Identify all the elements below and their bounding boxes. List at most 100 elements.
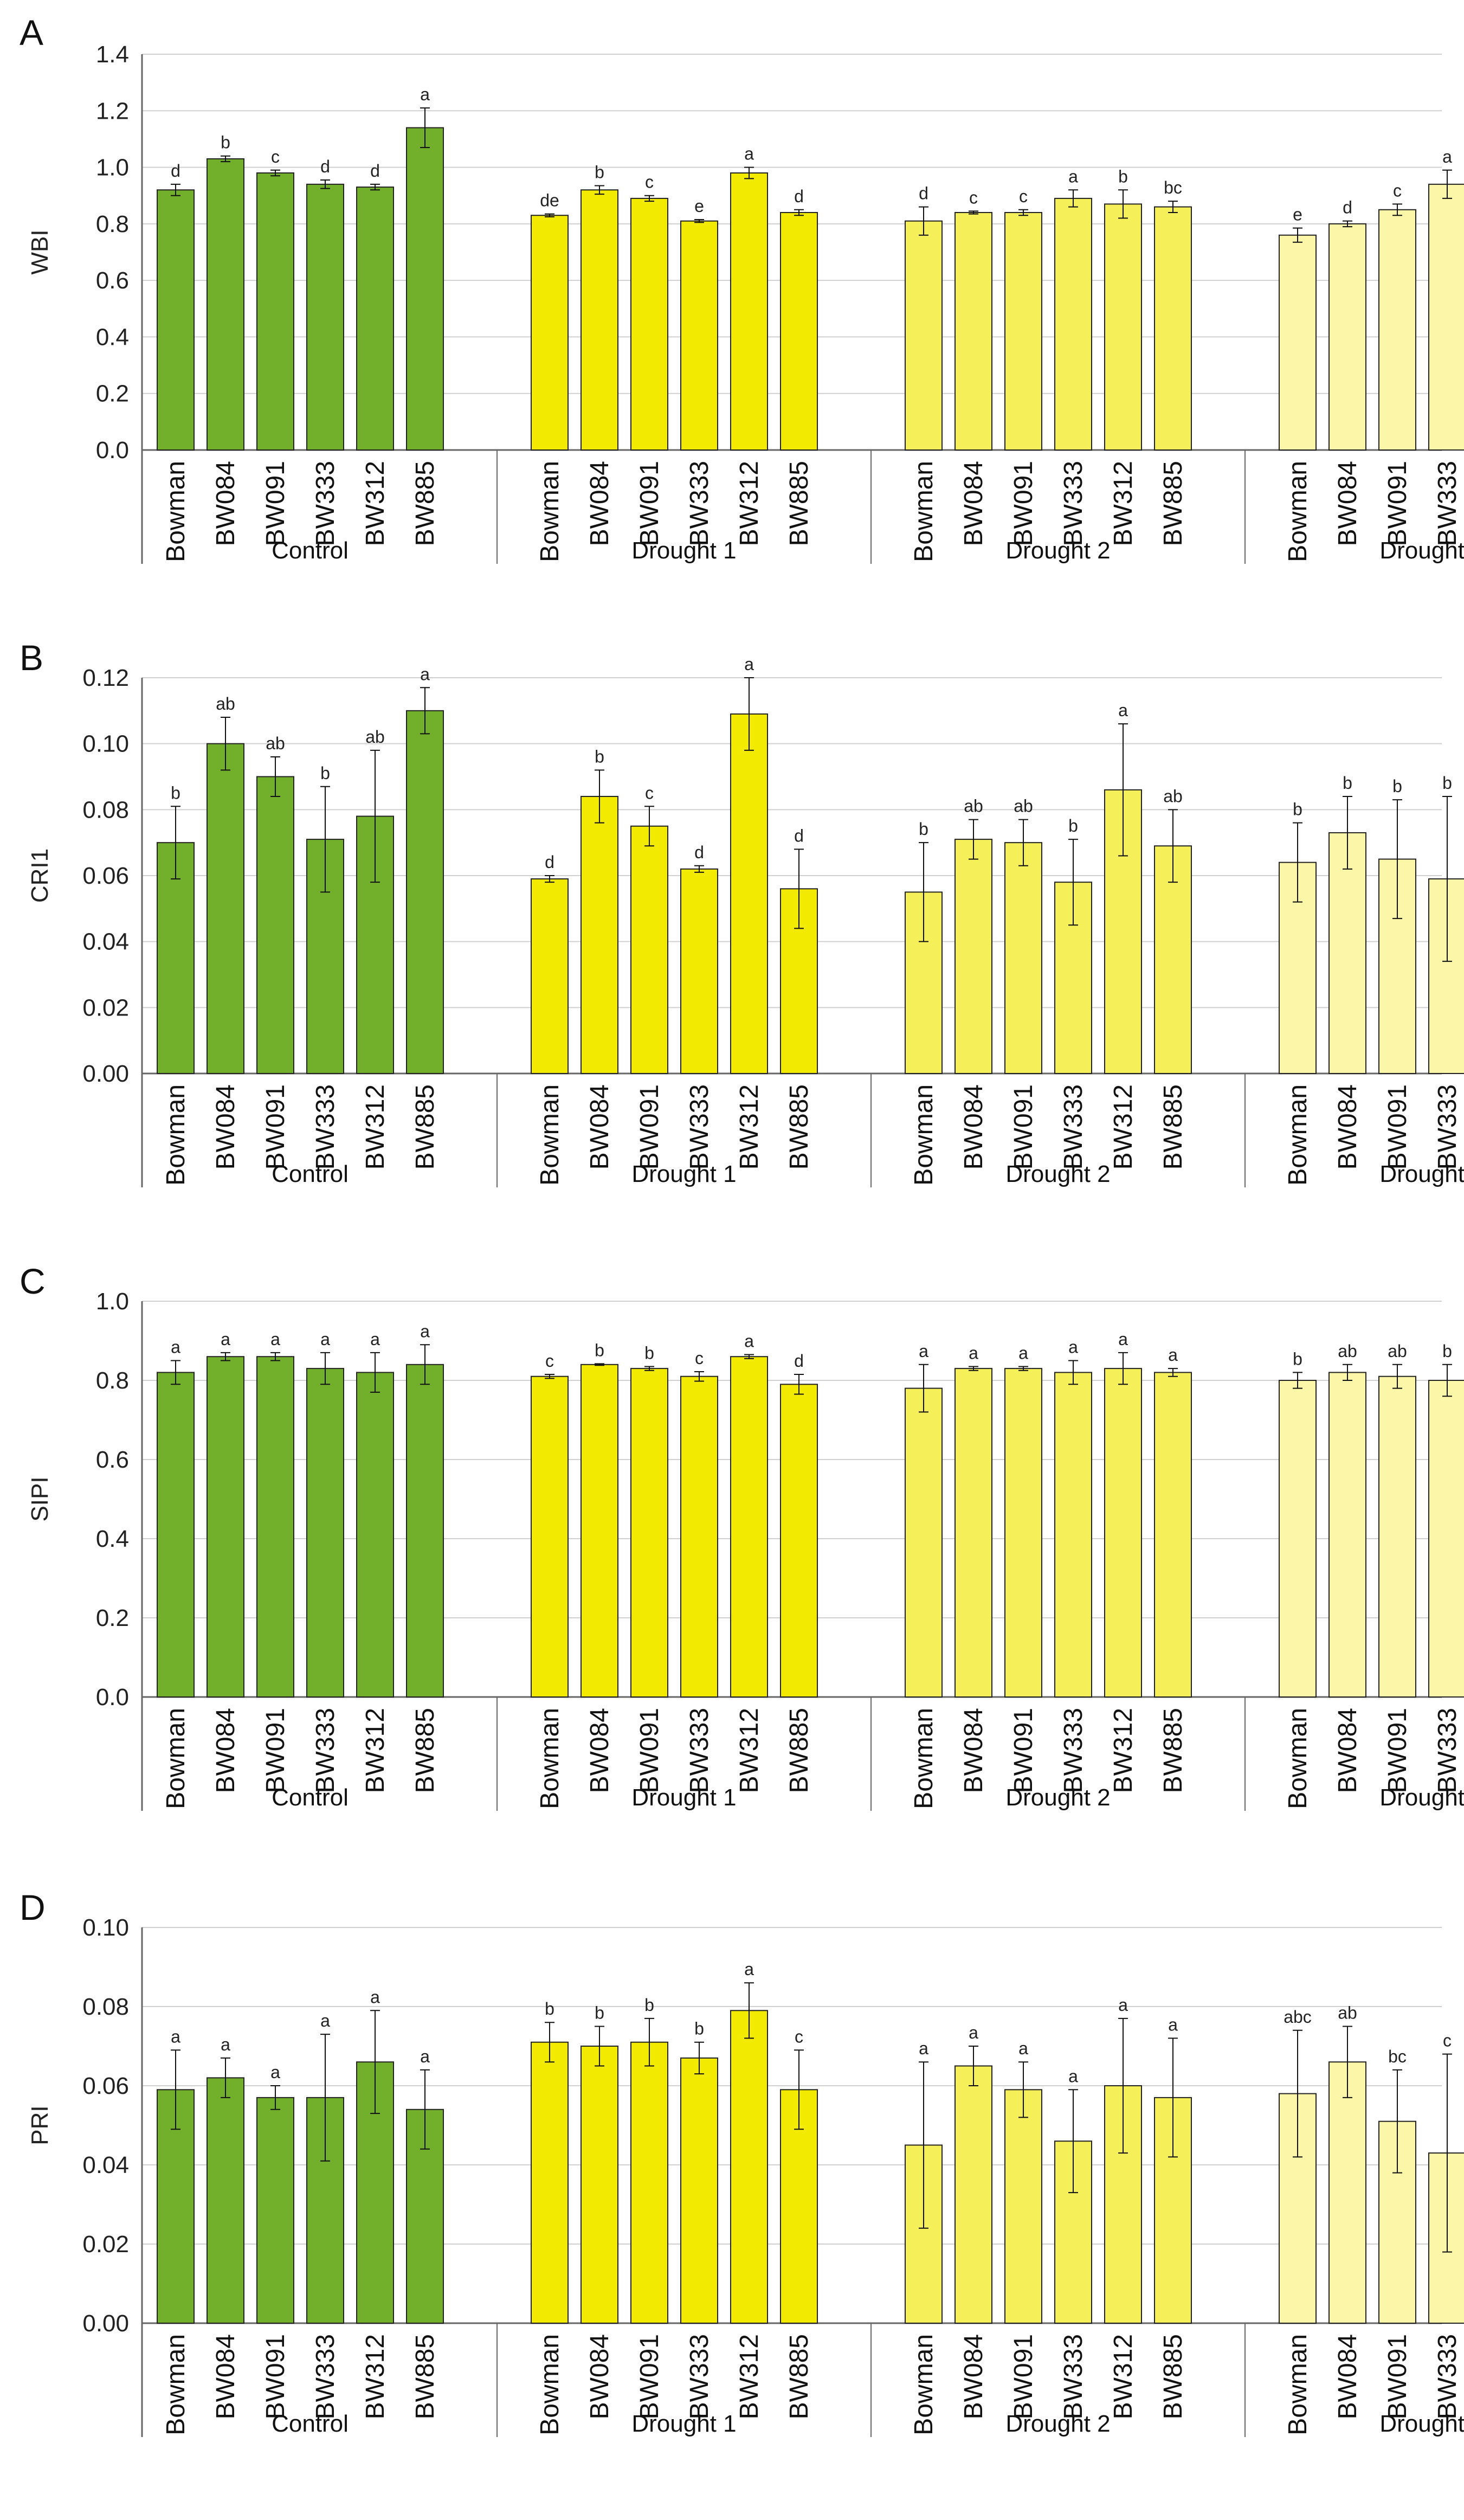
bar xyxy=(680,868,718,1074)
category-tick-label: BW885 xyxy=(411,461,440,546)
category-tick-label: Bowman xyxy=(910,2334,938,2435)
bar xyxy=(1004,1368,1042,1698)
significance-letter: b xyxy=(1068,816,1078,835)
group-label: Drought 1 xyxy=(631,1161,736,1187)
y-tick-label: 0.8 xyxy=(96,211,129,237)
category-tick-label: BW312 xyxy=(1109,461,1138,546)
significance-letter: b xyxy=(221,133,230,152)
y-tick-label: 0.4 xyxy=(96,324,129,350)
y-tick-label: 0.02 xyxy=(82,2231,129,2258)
significance-letter: e xyxy=(1293,205,1302,224)
significance-letter: b xyxy=(644,1995,654,2015)
significance-letter: b xyxy=(694,2019,704,2039)
significance-letter: ab xyxy=(266,734,285,753)
significance-letter: a xyxy=(1168,1345,1178,1365)
y-tick-label: 0.08 xyxy=(82,796,129,823)
significance-letter: a xyxy=(221,1329,230,1349)
category-tick-label: BW333 xyxy=(311,1708,340,1793)
significance-letter: d xyxy=(919,184,928,203)
category-tick-label: BW084 xyxy=(959,1084,988,1169)
significance-letter: a xyxy=(1118,700,1128,720)
significance-letter: c xyxy=(645,783,654,802)
significance-letter: e xyxy=(694,196,704,216)
significance-letter: ab xyxy=(216,694,235,713)
bar xyxy=(630,1368,668,1698)
bar xyxy=(207,1356,244,1698)
panel-letter-c: C xyxy=(20,1261,46,1301)
group-label: Control xyxy=(272,537,349,564)
bar xyxy=(1328,223,1366,451)
bar xyxy=(581,189,618,451)
significance-letter: a xyxy=(1018,2039,1028,2058)
category-tick-label: BW312 xyxy=(1109,1084,1138,1169)
bar xyxy=(581,796,618,1074)
bar xyxy=(207,158,244,451)
significance-letter: a xyxy=(420,664,430,684)
bar xyxy=(581,2046,618,2324)
category-tick-label: BW091 xyxy=(1383,2334,1412,2419)
significance-letter: ab xyxy=(365,727,385,747)
bar xyxy=(780,1384,818,1698)
significance-letter: a xyxy=(221,2035,230,2054)
significance-letter: a xyxy=(1168,2015,1178,2034)
category-tick-label: BW084 xyxy=(211,2334,240,2419)
category-tick-label: BW333 xyxy=(311,1084,340,1169)
bar xyxy=(1378,209,1416,451)
category-tick-label: BW084 xyxy=(585,2334,614,2419)
bar xyxy=(905,1387,943,1698)
significance-letter: a xyxy=(1018,1343,1028,1362)
significance-letter: ab xyxy=(1163,786,1183,806)
category-tick-label: Bowman xyxy=(910,1084,938,1186)
y-tick-label: 0.08 xyxy=(82,1994,129,2020)
y-tick-label: 1.4 xyxy=(96,41,129,68)
significance-letter: a xyxy=(919,2039,928,2058)
group-label: Drought 2 xyxy=(1005,537,1110,564)
category-tick-label: BW333 xyxy=(311,2334,340,2419)
significance-letter: b xyxy=(595,747,604,766)
category-tick-label: Bowman xyxy=(536,461,564,562)
significance-letter: d xyxy=(794,1351,804,1371)
category-tick-label: BW333 xyxy=(685,2334,714,2419)
bar xyxy=(905,220,943,451)
category-tick-label: BW084 xyxy=(1333,1708,1362,1793)
significance-letter: b xyxy=(171,783,180,802)
bar xyxy=(1428,2152,1464,2324)
significance-letter: c xyxy=(969,188,978,207)
group-label: Drought 1 xyxy=(631,537,736,564)
significance-letter: a xyxy=(1442,147,1452,166)
category-tick-label: Bowman xyxy=(1284,1708,1312,1809)
significance-letter: b xyxy=(1293,1349,1302,1368)
y-tick-label: 0.4 xyxy=(96,1526,129,1552)
y-tick-label: 1.0 xyxy=(96,155,129,181)
category-tick-label: BW885 xyxy=(785,461,814,546)
category-tick-label: Bowman xyxy=(162,461,190,562)
significance-letter: a xyxy=(744,1332,754,1351)
significance-letter: c xyxy=(1019,187,1028,206)
category-tick-label: BW084 xyxy=(211,1708,240,1793)
bar xyxy=(1279,234,1317,451)
y-axis-label: CRI1 xyxy=(27,848,53,903)
significance-letter: a xyxy=(744,144,754,164)
bar xyxy=(157,189,195,451)
chart-cri1: 0.00 0.02 0.04 0.06 0.08 0.10 0.12 CRI1 b Bowman a… xyxy=(27,654,1464,1187)
significance-letter: a xyxy=(270,2062,280,2082)
category-tick-label: BW091 xyxy=(1009,461,1038,546)
significance-letter: b xyxy=(644,1343,654,1362)
significance-letter: de xyxy=(540,191,559,210)
category-tick-label: BW312 xyxy=(361,1708,390,1793)
y-tick-label: 0.00 xyxy=(82,1060,129,1087)
significance-letter: a xyxy=(919,1341,928,1361)
category-tick-label: BW091 xyxy=(261,461,290,546)
category-tick-label: BW312 xyxy=(1109,1708,1138,1793)
bar xyxy=(356,187,394,451)
bar xyxy=(406,127,444,451)
chart-pri: 0.00 0.02 0.04 0.06 0.08 0.10 PRI a Bowman a BW084… xyxy=(27,1914,1464,2437)
bar xyxy=(630,2041,668,2324)
bar xyxy=(954,2065,992,2324)
significance-letter: b xyxy=(595,2003,604,2023)
significance-letter: b xyxy=(320,763,330,783)
significance-letter: d xyxy=(545,852,554,872)
bar xyxy=(207,2077,244,2324)
bar xyxy=(1054,1372,1092,1698)
bar xyxy=(630,825,668,1074)
